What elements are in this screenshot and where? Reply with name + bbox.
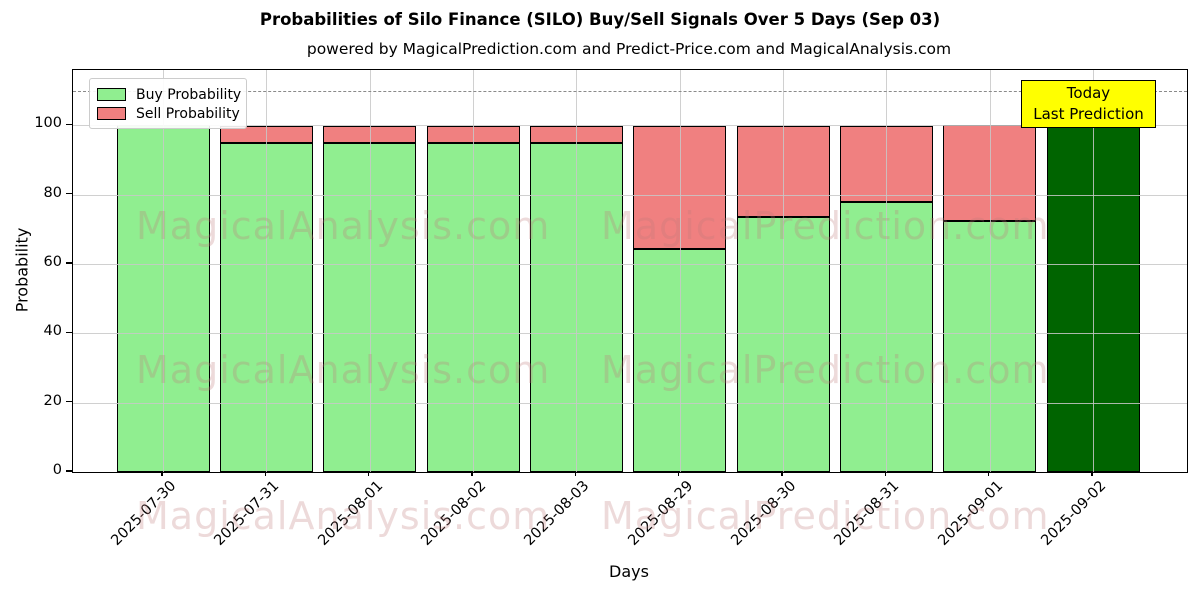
vgridline [886, 70, 888, 472]
threshold-dashed-line [73, 90, 1187, 92]
y-tick-label: 20 [43, 392, 62, 409]
x-tick-mark [1091, 471, 1093, 476]
y-tick-mark [66, 331, 72, 334]
y-tick-mark [66, 401, 72, 403]
vgridline [1093, 70, 1094, 472]
chart-title: Probabilities of Silo Finance (SILO) Buy… [259, 10, 941, 29]
x-tick-mark [471, 471, 473, 476]
hgridline [73, 194, 1187, 196]
today-annotation-line1: Today [1066, 84, 1111, 102]
x-axis-title: Days [609, 562, 649, 581]
hgridline [73, 333, 1187, 335]
x-tick-mark [677, 471, 680, 476]
legend-item-sell: Sell Probability [97, 104, 240, 123]
y-tick-label: 60 [43, 254, 62, 271]
watermark-magicalanalysis: MagicalAnalysis.com [136, 494, 551, 538]
plot-area: MagicalAnalysis.com MagicalPrediction.com… [72, 69, 1188, 538]
watermark-magicalprediction: MagicalPrediction.com [601, 204, 1050, 248]
watermark-magicalanalysis: MagicalAnalysis.com [136, 204, 551, 248]
y-tick-mark [66, 470, 72, 472]
x-tick-mark [884, 471, 886, 476]
vgridline [266, 70, 268, 472]
vgridline [163, 70, 164, 472]
y-tick-label: 40 [43, 323, 62, 340]
vgridline [369, 70, 371, 472]
x-tick-mark [368, 471, 370, 476]
legend-buy-label: Buy Probability [136, 86, 242, 103]
watermark-magicalprediction: MagicalPrediction.com [601, 348, 1050, 392]
x-tick-mark [264, 471, 266, 476]
watermark-magicalanalysis: MagicalAnalysis.com [136, 348, 551, 392]
x-tick-mark [987, 471, 990, 476]
y-tick-mark [66, 262, 72, 264]
legend: Buy Probability Sell Probability [89, 78, 247, 129]
today-annotation-box: Today Last Prediction [1021, 80, 1156, 128]
hgridline [73, 125, 1187, 127]
vgridline [473, 70, 474, 472]
x-tick-mark [161, 471, 163, 476]
vgridline [783, 70, 784, 472]
y-tick-mark [66, 123, 72, 126]
vgridline [989, 70, 991, 472]
chart-subtitle: powered by MagicalPrediction.com and Pre… [306, 40, 952, 58]
vgridline [576, 70, 578, 472]
legend-sell-label: Sell Probability [136, 105, 240, 122]
buy-swatch-icon [97, 88, 126, 101]
y-axis-title: Probability [12, 227, 32, 313]
today-annotation-line2: Last Prediction [1033, 105, 1144, 123]
hgridline [73, 402, 1187, 404]
y-tick-label: 100 [34, 115, 62, 132]
x-tick-mark [781, 471, 783, 476]
x-tick-mark [574, 471, 576, 476]
sell-swatch-icon [97, 107, 126, 120]
watermark-magicalprediction: MagicalPrediction.com [601, 494, 1050, 538]
vgridline [679, 70, 681, 472]
y-tick-label: 80 [43, 184, 62, 201]
hgridline [73, 264, 1187, 266]
y-tick-label: 0 [52, 462, 62, 478]
legend-item-buy: Buy Probability [97, 85, 242, 104]
y-tick-mark [66, 193, 72, 195]
